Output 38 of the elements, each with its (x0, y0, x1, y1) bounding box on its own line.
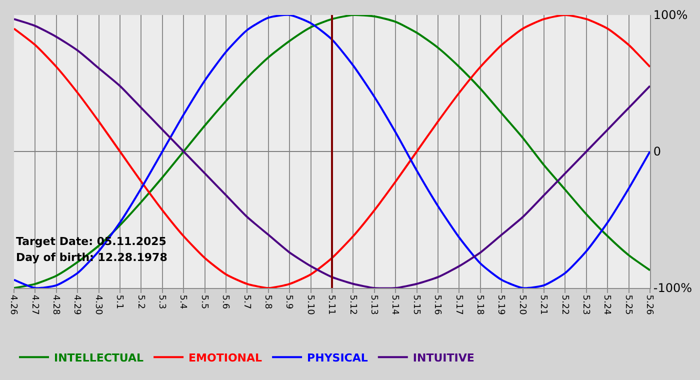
x-tick-label: 4.30 (92, 294, 103, 316)
x-tick-label: 5.20 (516, 294, 527, 316)
x-tick-label: 5.15 (410, 294, 421, 315)
x-tick-label: 5.25 (622, 294, 633, 315)
x-tick-label: 5.22 (559, 294, 570, 315)
x-tick-label: 5.14 (390, 294, 400, 316)
y-tick-label: 0 (653, 144, 662, 159)
x-tick-label: 5.18 (474, 294, 484, 316)
x-tick-label: 5.8 (262, 294, 272, 310)
x-tick-label: 5.13 (368, 294, 378, 315)
x-tick-label: 5.17 (453, 294, 464, 315)
x-tick-label: 5.7 (241, 294, 252, 310)
legend-label: INTUITIVE (412, 351, 474, 364)
x-tick-label: 5.5 (198, 294, 209, 310)
x-tick-label: 5.21 (538, 294, 548, 315)
x-tick-label: 5.24 (602, 294, 612, 316)
legend-label: EMOTIONAL (188, 351, 262, 364)
x-tick-label: 5.23 (580, 294, 590, 315)
x-tick-label: 4.28 (50, 294, 60, 316)
legend-label: PHYSICAL (307, 351, 368, 364)
x-tick-label: 5.11 (326, 294, 336, 315)
x-tick-label: 5.9 (284, 294, 294, 310)
x-tick-label: 5.19 (496, 294, 506, 316)
x-tick-label: 5.26 (644, 294, 654, 316)
legend-label: INTELLECTUAL (54, 351, 144, 364)
x-tick-label: 4.27 (29, 294, 40, 315)
x-tick-label: 5.4 (178, 294, 188, 310)
y-tick-label: -100% (653, 281, 692, 296)
x-tick-label: 5.3 (156, 294, 166, 310)
x-tick-label: 5.16 (432, 294, 442, 316)
x-tick-label: 5.1 (114, 294, 124, 310)
x-tick-label: 5.6 (220, 294, 230, 310)
y-tick-label: 100% (653, 8, 688, 22)
x-tick-label: 4.29 (72, 294, 82, 316)
x-tick-label: 5.2 (135, 294, 146, 310)
x-tick-label: 4.26 (8, 294, 18, 316)
x-tick-label: 5.12 (347, 294, 358, 315)
x-tick-label: 5.10 (304, 294, 315, 316)
